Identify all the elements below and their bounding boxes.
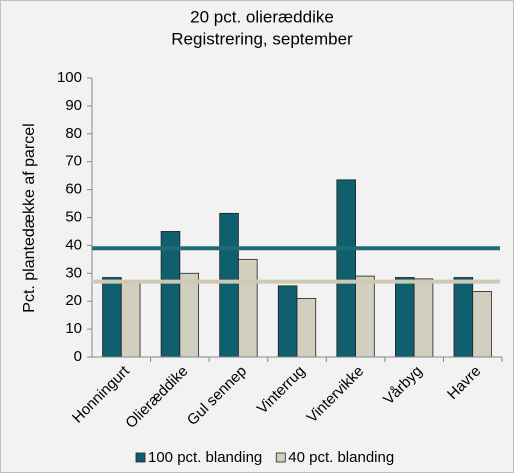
y-tick-label: 70 <box>65 153 82 170</box>
bar <box>120 281 141 358</box>
bar <box>394 277 415 358</box>
bar <box>355 275 375 358</box>
y-tick-label: 50 <box>65 208 82 225</box>
bar <box>453 277 474 358</box>
bar <box>277 285 298 358</box>
legend-label: 100 pct. blanding <box>148 449 262 466</box>
bar <box>413 278 434 358</box>
y-tick-label: 60 <box>65 181 82 198</box>
y-tick-label: 0 <box>74 348 82 365</box>
y-tick-label: 30 <box>65 264 82 281</box>
y-tick-label: 20 <box>65 292 82 309</box>
y-tick-label: 40 <box>65 236 82 253</box>
bar <box>102 277 122 358</box>
legend-swatch <box>275 452 286 463</box>
y-tick-label: 10 <box>65 320 82 337</box>
chart-title: 20 pct. olieræddike <box>190 7 334 26</box>
y-tick-label: 100 <box>57 69 82 86</box>
bar <box>219 212 239 358</box>
legend-label: 40 pct. blanding <box>288 449 394 466</box>
y-tick-label: 80 <box>65 125 82 142</box>
y-tick-label: 90 <box>65 97 82 114</box>
y-axis-label: Pct. plantedække af parcel <box>21 123 38 312</box>
bar <box>336 179 356 358</box>
bar <box>296 298 317 358</box>
bar <box>238 258 258 358</box>
bar <box>160 231 181 358</box>
bar <box>472 291 492 358</box>
legend-swatch <box>135 452 146 463</box>
chart-subtitle: Registrering, september <box>171 29 353 48</box>
bar <box>179 272 200 358</box>
